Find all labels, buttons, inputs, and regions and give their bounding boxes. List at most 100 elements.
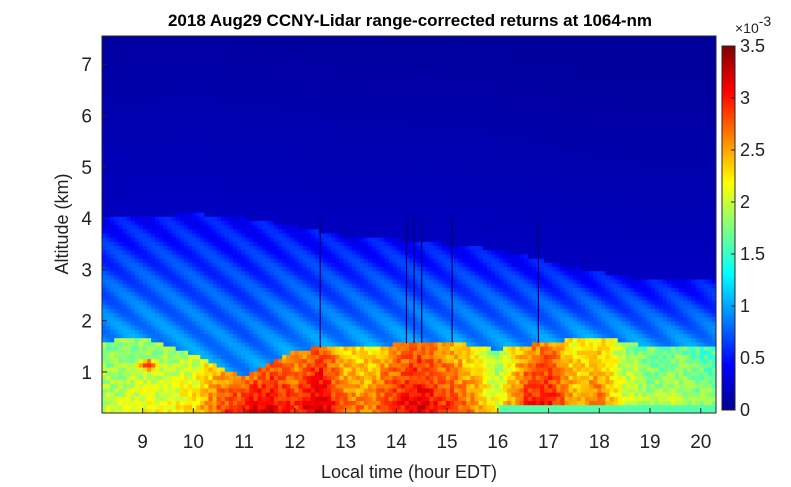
- heatmap-cell: [110, 387, 115, 393]
- heatmap-cell: [290, 190, 295, 196]
- heatmap-cell: [278, 199, 283, 205]
- heatmap-cell: [269, 304, 275, 309]
- heatmap-cell: [294, 304, 300, 309]
- heatmap-cell: [196, 337, 201, 343]
- heatmap-cell: [245, 358, 250, 364]
- heatmap-cell: [147, 262, 152, 267]
- heatmap-cell: [220, 400, 226, 406]
- heatmap-cell: [220, 199, 226, 205]
- heatmap-cell: [126, 266, 132, 272]
- heatmap-cell: [200, 387, 205, 393]
- heatmap-cell: [159, 40, 164, 45]
- heatmap-cell: [298, 274, 304, 280]
- heatmap-cell: [179, 325, 185, 330]
- heatmap-cell: [159, 56, 164, 62]
- heatmap-cell: [159, 308, 164, 314]
- heatmap-cell: [290, 98, 295, 104]
- heatmap-cell: [298, 245, 304, 251]
- heatmap-cell: [114, 86, 119, 92]
- heatmap-cell: [142, 140, 148, 146]
- heatmap-cell: [171, 36, 177, 41]
- heatmap-cell: [314, 283, 320, 288]
- heatmap-cell: [298, 228, 304, 234]
- heatmap-cell: [196, 199, 201, 205]
- heatmap-cell: [110, 190, 115, 196]
- heatmap-cell: [241, 408, 246, 413]
- heatmap-cell: [102, 350, 107, 355]
- heatmap-cell: [114, 371, 119, 376]
- heatmap-cell: [122, 333, 128, 339]
- heatmap-cell: [282, 161, 287, 167]
- heatmap-cell: [200, 140, 205, 146]
- heatmap-cell: [147, 308, 152, 314]
- heatmap-cell: [323, 404, 328, 410]
- heatmap-cell: [273, 98, 279, 104]
- heatmap-cell: [253, 153, 259, 159]
- heatmap-cell: [114, 237, 119, 242]
- heatmap-cell: [310, 383, 316, 389]
- heatmap-cell: [110, 115, 115, 121]
- heatmap-cell: [216, 379, 222, 385]
- heatmap-cell: [159, 161, 164, 167]
- heatmap-cell: [318, 86, 324, 92]
- heatmap-cell: [302, 354, 308, 360]
- heatmap-cell: [290, 396, 295, 402]
- heatmap-cell: [187, 245, 193, 251]
- heatmap-cell: [110, 165, 115, 171]
- heatmap-cell: [290, 207, 295, 213]
- heatmap-cell: [302, 362, 308, 368]
- heatmap-cell: [249, 182, 255, 188]
- heatmap-cell: [106, 216, 111, 221]
- heatmap-cell: [147, 36, 152, 41]
- heatmap-cell: [278, 52, 283, 58]
- heatmap-cell: [138, 73, 144, 79]
- heatmap-cell: [130, 237, 136, 242]
- heatmap-cell: [318, 299, 324, 305]
- heatmap-cell: [192, 350, 197, 355]
- heatmap-cell: [134, 345, 140, 351]
- heatmap-cell: [200, 216, 205, 221]
- heatmap-cell: [118, 157, 124, 163]
- heatmap-cell: [151, 320, 156, 326]
- heatmap-cell: [273, 61, 279, 66]
- heatmap-cell: [142, 408, 148, 413]
- heatmap-cell: [183, 245, 189, 251]
- heatmap-cell: [290, 312, 295, 318]
- heatmap-cell: [167, 383, 173, 389]
- heatmap-cell: [245, 132, 250, 138]
- heatmap-cell: [212, 195, 218, 200]
- heatmap-cell: [147, 383, 152, 389]
- heatmap-cell: [265, 237, 271, 242]
- heatmap-cell: [151, 237, 156, 242]
- heatmap-cell: [318, 77, 324, 83]
- heatmap-cell: [122, 69, 128, 75]
- heatmap-cell: [163, 170, 169, 175]
- heatmap-cell: [130, 115, 136, 121]
- heatmap-cell: [155, 52, 160, 58]
- heatmap-cell: [130, 345, 136, 351]
- heatmap-cell: [273, 107, 279, 112]
- heatmap-cell: [306, 174, 312, 180]
- heatmap-cell: [159, 149, 164, 154]
- heatmap-cell: [314, 341, 320, 347]
- heatmap-cell: [175, 119, 181, 125]
- heatmap-cell: [273, 123, 279, 129]
- heatmap-cell: [306, 153, 312, 159]
- heatmap-cell: [142, 190, 148, 196]
- heatmap-cell: [323, 111, 328, 117]
- heatmap-cell: [204, 178, 210, 184]
- heatmap-cell: [118, 358, 124, 364]
- heatmap-cell: [290, 274, 295, 280]
- heatmap-cell: [228, 157, 234, 163]
- heatmap-cell: [159, 98, 164, 104]
- heatmap-cell: [151, 392, 156, 397]
- heatmap-cell: [163, 358, 169, 364]
- heatmap-cell: [265, 299, 271, 305]
- heatmap-cell: [175, 320, 181, 326]
- heatmap-cell: [122, 119, 128, 125]
- heatmap-cell: [241, 278, 246, 284]
- heatmap-cell: [118, 396, 124, 402]
- heatmap-cell: [138, 308, 144, 314]
- heatmap-cell: [273, 136, 279, 142]
- heatmap-cell: [310, 299, 316, 305]
